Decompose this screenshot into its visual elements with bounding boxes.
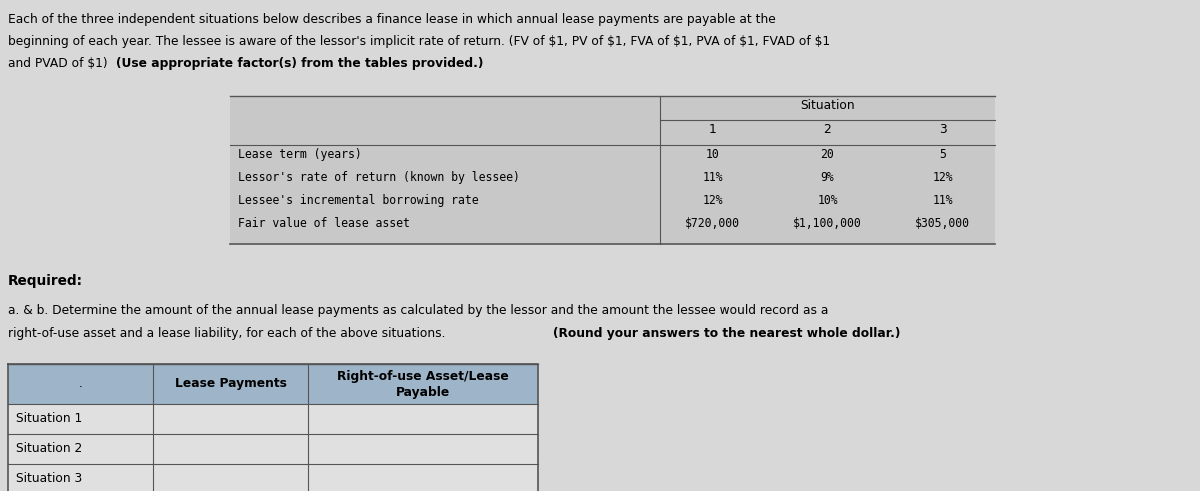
Text: 10: 10 [706, 148, 719, 161]
Text: 1: 1 [709, 123, 716, 136]
Text: Situation: Situation [800, 99, 854, 112]
Text: (Use appropriate factor(s) from the tables provided.): (Use appropriate factor(s) from the tabl… [116, 57, 484, 70]
Text: Payable: Payable [396, 386, 450, 400]
Text: .: . [78, 378, 83, 390]
Text: beginning of each year. The lessee is aware of the lessor's implicit rate of ret: beginning of each year. The lessee is aw… [8, 35, 830, 48]
Text: Fair value of lease asset: Fair value of lease asset [238, 217, 410, 230]
Text: and PVAD of $1): and PVAD of $1) [8, 57, 112, 70]
Text: 3: 3 [938, 123, 947, 136]
Text: 2: 2 [823, 123, 832, 136]
Text: 11%: 11% [702, 171, 722, 184]
Text: 12%: 12% [932, 171, 953, 184]
Text: $1,100,000: $1,100,000 [793, 217, 862, 230]
Text: Situation 1: Situation 1 [16, 412, 83, 426]
Text: $305,000: $305,000 [914, 217, 970, 230]
Text: $720,000: $720,000 [685, 217, 740, 230]
Text: 11%: 11% [932, 194, 953, 207]
Text: 9%: 9% [821, 171, 834, 184]
Text: Lessor's rate of return (known by lessee): Lessor's rate of return (known by lessee… [238, 171, 520, 184]
Text: 20: 20 [821, 148, 834, 161]
Bar [230, 96, 995, 243]
Bar [8, 364, 538, 404]
Bar [8, 464, 538, 491]
Text: Lessee's incremental borrowing rate: Lessee's incremental borrowing rate [238, 194, 479, 207]
Text: Each of the three independent situations below describes a finance lease in whic: Each of the three independent situations… [8, 13, 775, 26]
Text: (Round your answers to the nearest whole dollar.): (Round your answers to the nearest whole… [553, 327, 900, 340]
Text: right-of-use asset and a lease liability, for each of the above situations.: right-of-use asset and a lease liability… [8, 327, 449, 340]
Text: 12%: 12% [702, 194, 722, 207]
Text: Lease term (years): Lease term (years) [238, 148, 361, 161]
Text: Situation 2: Situation 2 [16, 442, 83, 456]
Text: 5: 5 [940, 148, 946, 161]
Text: Situation 3: Situation 3 [16, 472, 83, 486]
Bar [8, 404, 538, 434]
Text: Right-of-use Asset/Lease: Right-of-use Asset/Lease [337, 371, 509, 383]
Text: a. & b. Determine the amount of the annual lease payments as calculated by the l: a. & b. Determine the amount of the annu… [8, 304, 828, 317]
Bar [8, 434, 538, 464]
Text: Lease Payments: Lease Payments [174, 378, 287, 390]
Text: Required:: Required: [8, 274, 83, 288]
Text: 10%: 10% [817, 194, 838, 207]
